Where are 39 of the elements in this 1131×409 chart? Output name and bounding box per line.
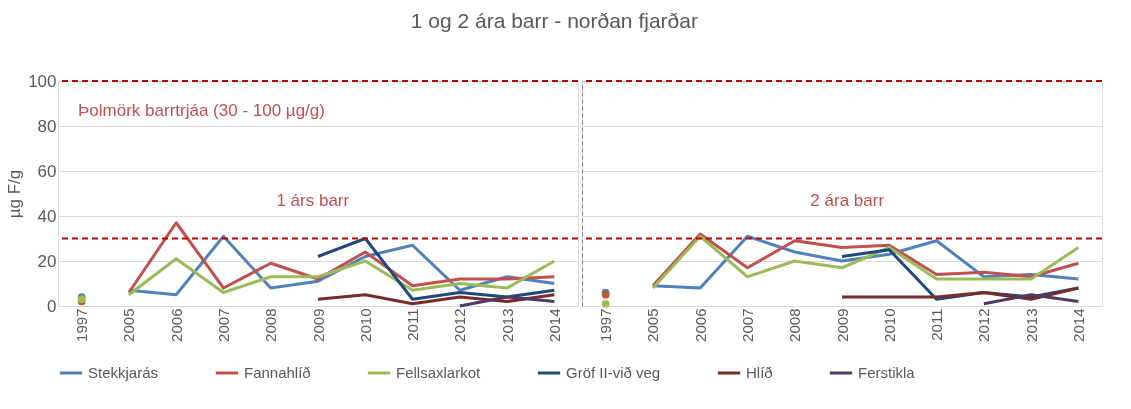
x-tick-label: 2008	[262, 308, 280, 342]
x-tick-label: 2005	[120, 308, 138, 342]
x-tick-label: 1997	[597, 308, 615, 342]
x-tick-label: 2014	[1069, 308, 1087, 342]
chart-title: 1 og 2 ára barr - norðan fjarðar	[410, 8, 698, 32]
x-tick-label: 2014	[545, 308, 563, 342]
y-tick-label: 100	[28, 71, 57, 91]
x-tick-label: 2007	[214, 308, 232, 342]
y-tick-label: 0	[47, 296, 57, 316]
x-tick-label: 2006	[167, 308, 185, 342]
legend-label: Ferstikla	[858, 364, 916, 381]
legend-label: Stekkjarás	[88, 364, 159, 381]
y-tick-label: 80	[37, 116, 57, 136]
legend-label: Fellsaxlarkot	[396, 364, 482, 381]
annotation: Þolmörk barrtrjáa (30 - 100 µg/g)	[78, 101, 325, 120]
y-tick-label: 40	[37, 206, 57, 226]
y-tick-label: 20	[37, 251, 57, 271]
x-tick-label: 2012	[975, 308, 993, 342]
x-tick-label: 2013	[498, 308, 516, 342]
x-tick-label: 2009	[309, 308, 327, 342]
x-tick-label: 2006	[691, 308, 709, 342]
x-tick-label: 2013	[1022, 308, 1040, 342]
x-tick-label: 2009	[833, 308, 851, 342]
legend-label: Hlíð	[746, 364, 773, 381]
legend-label: Fannahlíð	[244, 364, 311, 381]
x-tick-label: 2005	[644, 308, 662, 342]
x-tick-label: 2008	[786, 308, 804, 342]
x-tick-label: 2011	[928, 308, 946, 341]
x-tick-label: 2012	[451, 308, 469, 342]
x-tick-label: 2010	[356, 308, 374, 342]
x-tick-label: 2010	[880, 308, 898, 342]
x-tick-label: 1997	[73, 308, 91, 342]
y-tick-label: 60	[37, 161, 57, 181]
annotation: 1 árs barr	[276, 191, 350, 210]
x-tick-label: 2011	[404, 308, 422, 341]
y-axis-title: µg F/g	[5, 169, 25, 219]
x-tick-label: 2007	[738, 308, 756, 342]
annotation: 2 ára barr	[810, 191, 885, 210]
legend-label: Gröf II-við veg	[566, 364, 661, 381]
